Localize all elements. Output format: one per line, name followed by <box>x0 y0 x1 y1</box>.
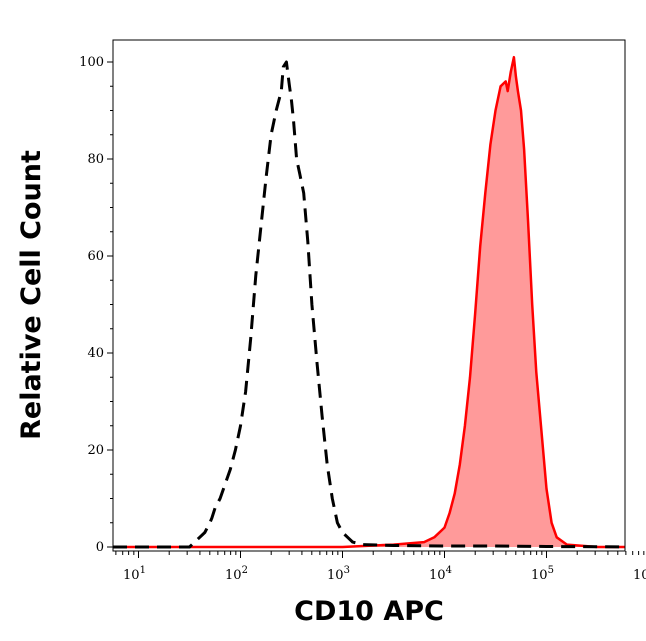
x-tick-label: 105 <box>531 565 554 583</box>
x-tick-label: 103 <box>327 565 350 583</box>
x-tick-label: 104 <box>429 565 452 583</box>
y-tick-label: 40 <box>87 346 104 361</box>
y-axis-title: Relative Cell Count <box>16 150 47 440</box>
plot-area <box>113 55 625 549</box>
tick-marks <box>107 61 645 558</box>
y-tick-label: 0 <box>96 540 104 555</box>
x-tick-label: 101 <box>123 565 146 583</box>
x-axis-title: CD10 APC <box>294 596 444 627</box>
series-line-isotype-control <box>113 60 625 549</box>
y-tick-label: 20 <box>87 443 104 458</box>
x-tick-label: 106 <box>633 565 646 583</box>
series-line-cd10-apc <box>113 55 625 549</box>
plot-frame <box>112 39 626 552</box>
tick-labels: 0 20 40 60 80 100 101 102 103 104 105 106 <box>79 55 646 583</box>
x-tick-label: 102 <box>225 565 248 583</box>
y-tick-label: 80 <box>87 152 104 167</box>
y-tick-label: 60 <box>87 249 104 264</box>
y-tick-label: 100 <box>79 55 104 70</box>
series-fill-cd10-apc <box>113 57 625 547</box>
